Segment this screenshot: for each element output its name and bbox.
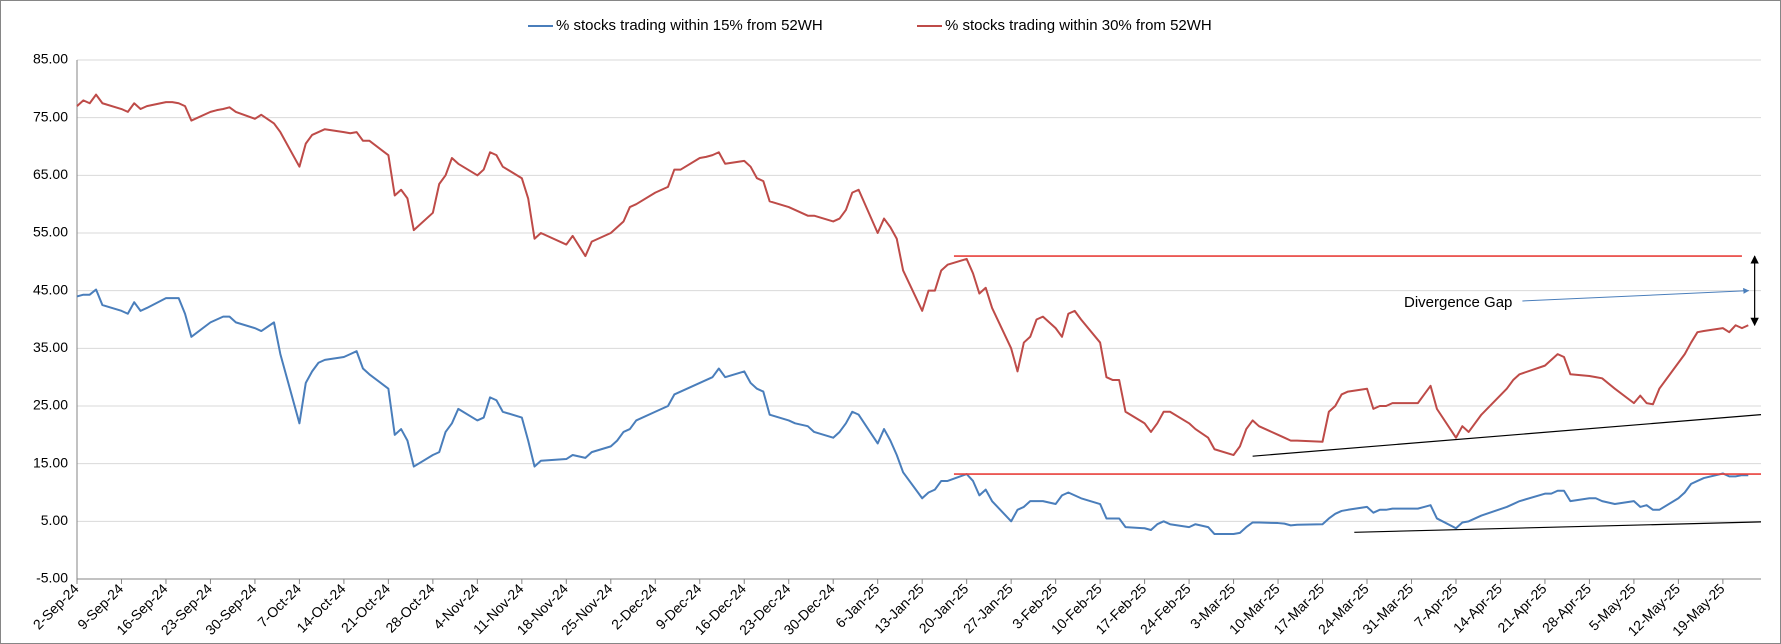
annotation-label: Divergence Gap [1404,294,1512,311]
series-line [76,288,1749,536]
y-tick-label: 65.00 [33,166,68,182]
y-tick-label: 75.00 [33,108,68,124]
y-tick-label: 25.00 [33,397,68,413]
annotation-pointer [1522,287,1750,302]
y-tick-label: 5.00 [41,512,68,528]
y-tick-label: 45.00 [33,281,68,297]
series-line [76,93,1749,457]
y-tick-label: 85.00 [33,51,68,67]
trendline [1252,414,1762,457]
legend: % stocks trading within 15% from 52WH % s… [528,17,1212,34]
y-tick-label: 55.00 [33,224,68,240]
legend-label: % stocks trading within 30% from 52WH [945,17,1212,34]
y-tick-label: 35.00 [33,339,68,355]
legend-label: % stocks trading within 15% from 52WH [556,17,823,34]
y-tick-label: -5.00 [36,570,68,586]
trendline [1354,521,1762,533]
y-tick-label: 15.00 [33,454,68,470]
